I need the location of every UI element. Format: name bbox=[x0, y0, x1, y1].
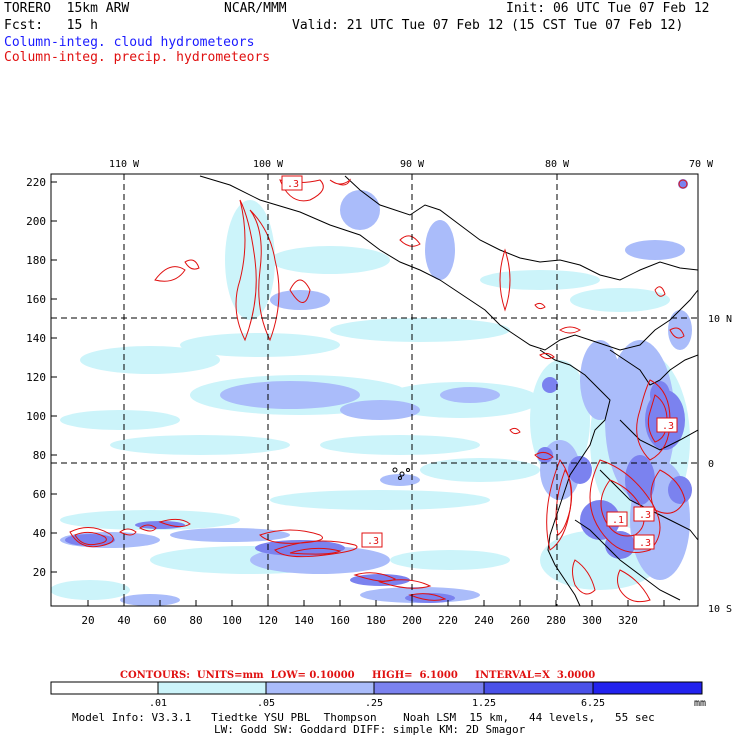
colorbar-labels: .01 .05 .25 1.25 6.25 mm bbox=[149, 698, 706, 709]
x-tick-label: 240 bbox=[474, 614, 494, 627]
model-label: TORERO 15km ARW bbox=[4, 1, 130, 16]
y-tick-label: 120 bbox=[26, 371, 46, 384]
colorbar-label: 6.25 bbox=[581, 698, 605, 709]
valid-time: Valid: 21 UTC Tue 07 Feb 12 (15 CST Tue … bbox=[292, 18, 684, 33]
x-tick-label: 300 bbox=[582, 614, 602, 627]
lon-label: 90 W bbox=[400, 159, 425, 170]
y-tick-label: 100 bbox=[26, 410, 46, 423]
contours-info: CONTOURS: UNITS=mm LOW= 0.10000 HIGH= 6.… bbox=[120, 670, 595, 681]
x-tick-label: 200 bbox=[402, 614, 422, 627]
y-tick-label: 140 bbox=[26, 332, 46, 345]
contour-labels bbox=[281, 175, 678, 550]
contour-label: .3 bbox=[639, 510, 651, 521]
x-tick-label: 80 bbox=[189, 614, 202, 627]
y-tick-marks bbox=[51, 181, 57, 573]
contour-label: .3 bbox=[662, 421, 674, 432]
lat-label: 10 N bbox=[708, 314, 732, 325]
lat-label: 0 bbox=[708, 459, 714, 470]
contour-label: .3 bbox=[367, 536, 379, 547]
y-tick-label: 200 bbox=[26, 215, 46, 228]
colorbar-label: .01 bbox=[149, 698, 167, 709]
lon-label: 110 W bbox=[109, 159, 140, 170]
x-tick-label: 60 bbox=[153, 614, 166, 627]
lon-labels: 110 W 100 W 90 W 80 W 70 W bbox=[109, 159, 714, 170]
colorbar-unit: mm bbox=[694, 698, 706, 709]
x-tick-label: 280 bbox=[546, 614, 566, 627]
lon-label: 80 W bbox=[545, 159, 570, 170]
x-tick-label: 160 bbox=[330, 614, 350, 627]
center-label: NCAR/MMM bbox=[224, 1, 287, 16]
lon-label: 70 W bbox=[689, 159, 714, 170]
field-cloud-label: Column-integ. cloud hydrometeors bbox=[4, 35, 255, 50]
x-tick-label: 220 bbox=[438, 614, 458, 627]
x-tick-marks bbox=[87, 600, 665, 606]
x-tick-label: 180 bbox=[366, 614, 386, 627]
x-tick-labels: 20 40 60 80 100 120 140 160 180 200 220 … bbox=[81, 614, 638, 627]
y-tick-label: 160 bbox=[26, 293, 46, 306]
x-tick-label: 260 bbox=[510, 614, 530, 627]
colorbar-label: .25 bbox=[365, 698, 383, 709]
contour-label-texts: .3 .3 .1 .3 .3 .3 bbox=[287, 179, 674, 549]
init-time: Init: 06 UTC Tue 07 Feb 12 bbox=[506, 1, 710, 16]
lon-label: 100 W bbox=[253, 159, 284, 170]
map-frame bbox=[50, 173, 699, 607]
y-tick-label: 220 bbox=[26, 176, 46, 189]
x-tick-label: 120 bbox=[258, 614, 278, 627]
contour-label: .3 bbox=[639, 538, 651, 549]
y-tick-label: 80 bbox=[33, 449, 46, 462]
lat-label: 10 S bbox=[708, 604, 732, 615]
model-info-line2: LW: Godd SW: Goddard DIFF: simple KM: 2D… bbox=[214, 723, 526, 736]
contour-label: .1 bbox=[612, 515, 624, 526]
x-tick-label: 140 bbox=[294, 614, 314, 627]
model-info-line1: Model Info: V3.3.1 Tiedtke YSU PBL Thomp… bbox=[72, 711, 655, 724]
field-precip-label: Column-integ. precip. hydrometeors bbox=[4, 50, 271, 65]
y-tick-label: 180 bbox=[26, 254, 46, 267]
contour-label: .3 bbox=[287, 179, 299, 190]
cloud-shading-medium bbox=[60, 190, 692, 606]
colorbar-label: 1.25 bbox=[472, 698, 496, 709]
colorbar bbox=[50, 681, 703, 695]
y-tick-label: 40 bbox=[33, 527, 46, 540]
x-tick-label: 320 bbox=[618, 614, 638, 627]
latlon-grid bbox=[51, 174, 698, 606]
map-area: .3 .3 .1 .3 .3 .3 bbox=[51, 174, 698, 606]
x-tick-label: 100 bbox=[222, 614, 242, 627]
y-tick-label: 60 bbox=[33, 488, 46, 501]
y-tick-label: 20 bbox=[33, 566, 46, 579]
y-tick-labels: 220 200 180 160 140 120 100 80 60 40 20 bbox=[26, 176, 46, 579]
lat-labels: 10 N 0 10 S bbox=[708, 314, 732, 615]
x-tick-label: 40 bbox=[117, 614, 130, 627]
forecast-hour: Fcst: 15 h bbox=[4, 18, 98, 33]
x-tick-label: 20 bbox=[81, 614, 94, 627]
colorbar-label: .05 bbox=[257, 698, 275, 709]
